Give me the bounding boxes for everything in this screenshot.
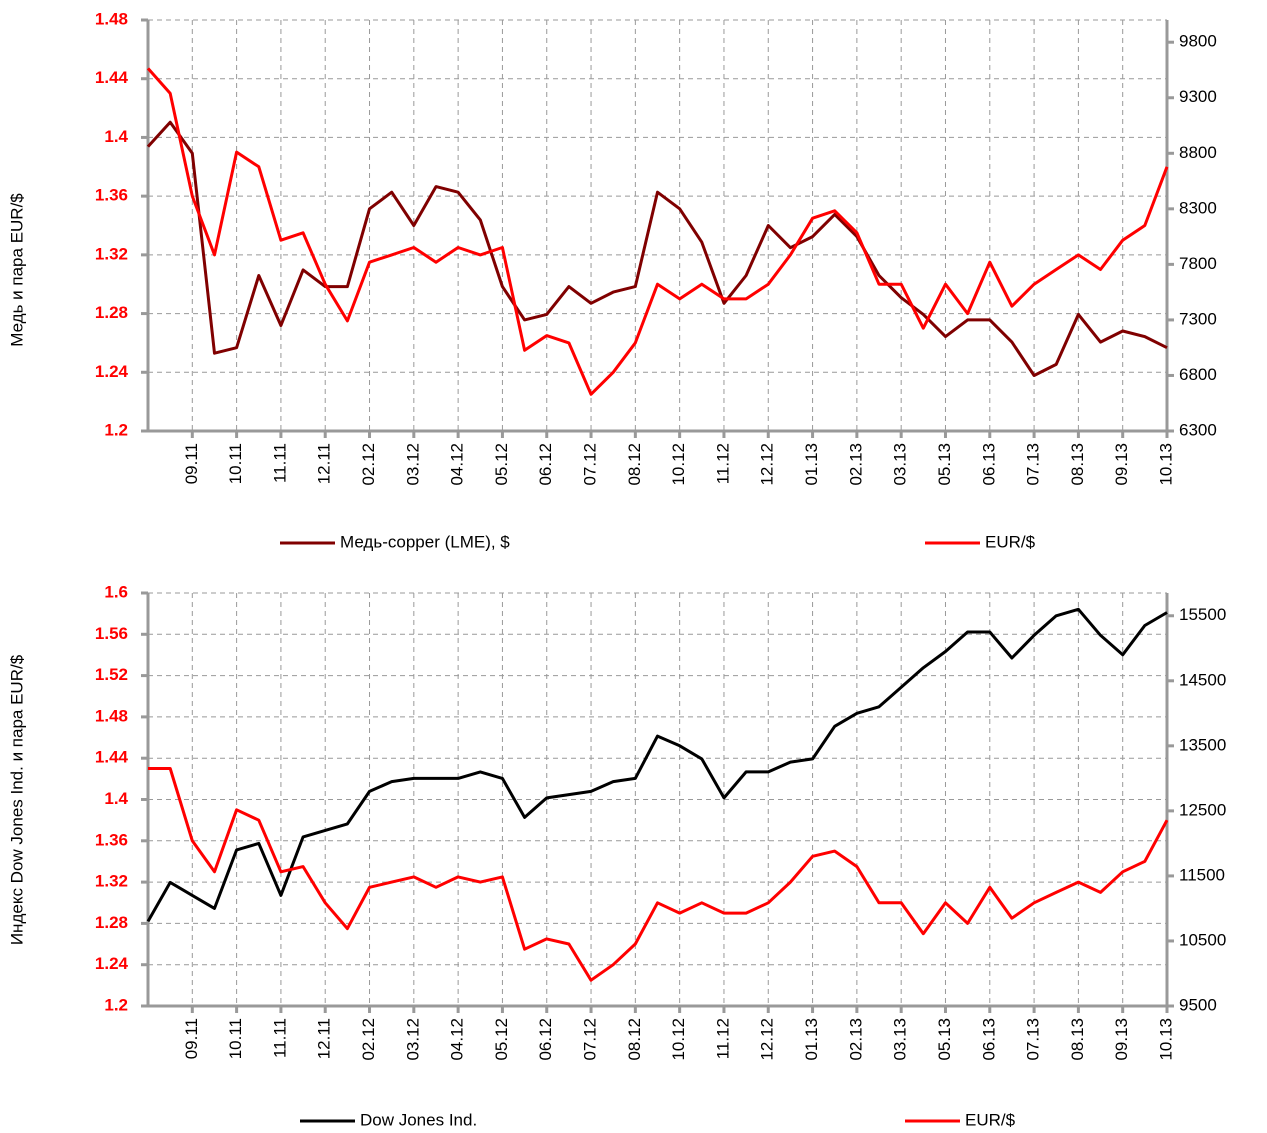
legend-label: EUR/$: [965, 1110, 1016, 1129]
x-tick-label: 05.12: [492, 443, 511, 486]
x-tick-label: 10.12: [669, 1018, 688, 1061]
y2-tick-label: 6300: [1179, 420, 1217, 439]
y-tick-label: 1.36: [95, 830, 128, 849]
y-tick-label: 1.32: [95, 244, 128, 263]
x-tick-label: 10.11: [226, 1018, 245, 1059]
x-tick-label: 09.13: [1112, 443, 1131, 486]
x-tick-label: 02.12: [359, 443, 378, 486]
y-tick-label: 1.36: [95, 186, 128, 205]
y-tick-label: 1.28: [95, 303, 128, 322]
y2-tick-label: 10500: [1179, 930, 1226, 949]
y-tick-label: 1.48: [95, 9, 128, 28]
y-axis-title: Индекс Dow Jones Ind. и пара EUR/$: [7, 654, 26, 945]
y2-tick-label: 11500: [1179, 865, 1225, 884]
series-line: [146, 67, 1169, 396]
y2-tick-label: 9300: [1179, 87, 1217, 106]
y2-tick-label: 8300: [1179, 198, 1217, 217]
x-tick-label: 08.13: [1068, 1018, 1087, 1061]
x-tick-label: 05.13: [935, 1018, 954, 1061]
x-tick-label: 05.12: [492, 1018, 511, 1061]
y-tick-label: 1.56: [95, 624, 128, 643]
x-tick-label: 08.12: [625, 1018, 644, 1061]
y-tick-label: 1.44: [95, 68, 129, 87]
x-tick-label: 09.11: [182, 1018, 201, 1059]
y-tick-label: 1.6: [104, 582, 128, 601]
series-line: [148, 767, 1169, 982]
y2-tick-label: 6800: [1179, 365, 1217, 384]
x-tick-label: 02.13: [846, 443, 865, 486]
x-tick-label: 03.12: [403, 1018, 422, 1061]
x-tick-label: 07.13: [1024, 443, 1043, 486]
y-tick-label: 1.4: [104, 789, 128, 808]
x-tick-label: 12.11: [315, 443, 334, 484]
x-tick-label: 08.13: [1068, 443, 1087, 486]
x-tick-label: 10.13: [1156, 1018, 1175, 1061]
x-tick-label: 06.12: [536, 1018, 555, 1061]
y-tick-label: 1.28: [95, 913, 128, 932]
y-tick-label: 1.44: [95, 748, 129, 767]
x-tick-label: 11.11: [270, 443, 289, 483]
y-tick-label: 1.2: [104, 420, 128, 439]
y2-tick-label: 7300: [1179, 309, 1217, 328]
x-tick-label: 01.13: [802, 443, 821, 486]
x-tick-label: 02.13: [846, 1018, 865, 1061]
y-axis-title: Медь и пара EUR/$: [7, 193, 26, 347]
x-tick-label: 06.13: [979, 443, 998, 486]
x-tick-label: 06.13: [979, 1018, 998, 1061]
x-tick-label: 03.12: [403, 443, 422, 486]
x-tick-label: 09.11: [182, 443, 201, 484]
series-line: [146, 607, 1168, 923]
x-tick-label: 11.11: [270, 1018, 289, 1058]
y-tick-label: 1.24: [95, 362, 129, 381]
y2-tick-label: 15500: [1179, 605, 1226, 624]
y-tick-label: 1.2: [104, 995, 128, 1014]
y2-tick-label: 13500: [1179, 735, 1226, 754]
y2-tick-label: 14500: [1179, 670, 1226, 689]
x-tick-label: 12.12: [758, 443, 777, 486]
x-tick-label: 01.13: [802, 1018, 821, 1061]
series-line: [146, 120, 1168, 377]
y2-tick-label: 9800: [1179, 32, 1217, 51]
legend-label: Dow Jones Ind.: [360, 1110, 477, 1129]
y-tick-label: 1.24: [95, 954, 129, 973]
x-tick-label: 07.12: [581, 443, 600, 486]
x-tick-label: 02.12: [359, 1018, 378, 1061]
x-tick-label: 03.13: [891, 443, 910, 486]
y-tick-label: 1.48: [95, 706, 128, 725]
x-tick-label: 06.12: [536, 443, 555, 486]
x-tick-label: 03.13: [891, 1018, 910, 1061]
x-tick-label: 08.12: [625, 443, 644, 486]
x-tick-label: 11.12: [713, 443, 732, 484]
x-tick-label: 05.13: [935, 443, 954, 486]
y2-tick-label: 8800: [1179, 143, 1217, 162]
x-tick-label: 10.13: [1156, 443, 1175, 486]
x-tick-label: 12.12: [758, 1018, 777, 1061]
x-tick-label: 10.12: [669, 443, 688, 486]
legend-label: EUR/$: [985, 532, 1036, 551]
legend-label: Медь-copper (LME), $: [340, 532, 510, 551]
y2-tick-label: 12500: [1179, 800, 1226, 819]
x-tick-label: 11.12: [713, 1018, 732, 1059]
x-tick-label: 12.11: [315, 1018, 334, 1059]
y-tick-label: 1.4: [104, 127, 128, 146]
x-tick-label: 07.12: [581, 1018, 600, 1061]
y2-tick-label: 9500: [1179, 995, 1217, 1014]
y2-tick-label: 7800: [1179, 254, 1217, 273]
x-tick-label: 07.13: [1024, 1018, 1043, 1061]
y-tick-label: 1.52: [95, 665, 128, 684]
x-tick-label: 10.11: [226, 443, 245, 484]
x-tick-label: 04.12: [448, 443, 467, 486]
x-tick-label: 04.12: [448, 1018, 467, 1061]
x-tick-label: 09.13: [1112, 1018, 1131, 1061]
y-tick-label: 1.32: [95, 872, 128, 891]
